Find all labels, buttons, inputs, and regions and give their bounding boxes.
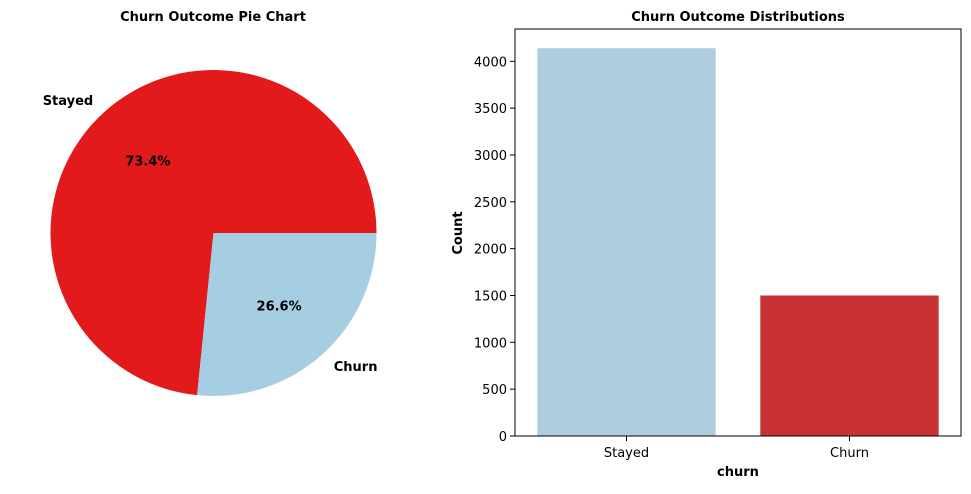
y-tick-label-0: 0 bbox=[499, 430, 507, 445]
pie-slice-stayed bbox=[50, 69, 377, 396]
y-tick-label-1000: 1000 bbox=[474, 336, 507, 351]
y-tick-label-3000: 3000 bbox=[474, 149, 507, 164]
bar-chart-title: Churn Outcome Distributions bbox=[631, 10, 845, 25]
pie-chart: Churn Outcome Pie Chart Stayed 73.4% Churn… bbox=[43, 10, 378, 396]
pie-label-stayed: Stayed bbox=[43, 94, 94, 109]
bars bbox=[537, 48, 939, 437]
y-tick-label-4000: 4000 bbox=[474, 55, 507, 70]
y-tick-label-500: 500 bbox=[482, 383, 507, 398]
y-axis-label: Count bbox=[451, 211, 466, 254]
y-tick-label-1500: 1500 bbox=[474, 289, 507, 304]
y-tick-label-2500: 2500 bbox=[474, 196, 507, 211]
bar-churn bbox=[760, 295, 939, 436]
plot-frame bbox=[514, 28, 962, 437]
x-axis-label: churn bbox=[717, 465, 759, 480]
pie-pct-churn: 26.6% bbox=[257, 300, 302, 315]
bar-ticks: Stayed Churn 0 500 1000 1500 2000 2500 3000 3500 4… bbox=[474, 55, 869, 461]
pie-slice-churn bbox=[197, 233, 377, 396]
pie-labels: Stayed 73.4% Churn 26.6% bbox=[43, 94, 378, 375]
bar-chart: Churn Outcome Distributions Stayed Churn 0… bbox=[451, 10, 962, 480]
pie-label-churn: Churn bbox=[334, 360, 378, 375]
pie-chart-title: Churn Outcome Pie Chart bbox=[120, 10, 306, 25]
pie-pct-stayed: 73.4% bbox=[125, 154, 170, 169]
x-tick-label-churn: Churn bbox=[830, 446, 869, 461]
y-tick-label-3500: 3500 bbox=[474, 102, 507, 117]
bar-stayed bbox=[537, 48, 716, 437]
x-tick-label-stayed: Stayed bbox=[604, 446, 649, 461]
y-tick-label-2000: 2000 bbox=[474, 243, 507, 258]
pie-slices bbox=[50, 69, 377, 396]
